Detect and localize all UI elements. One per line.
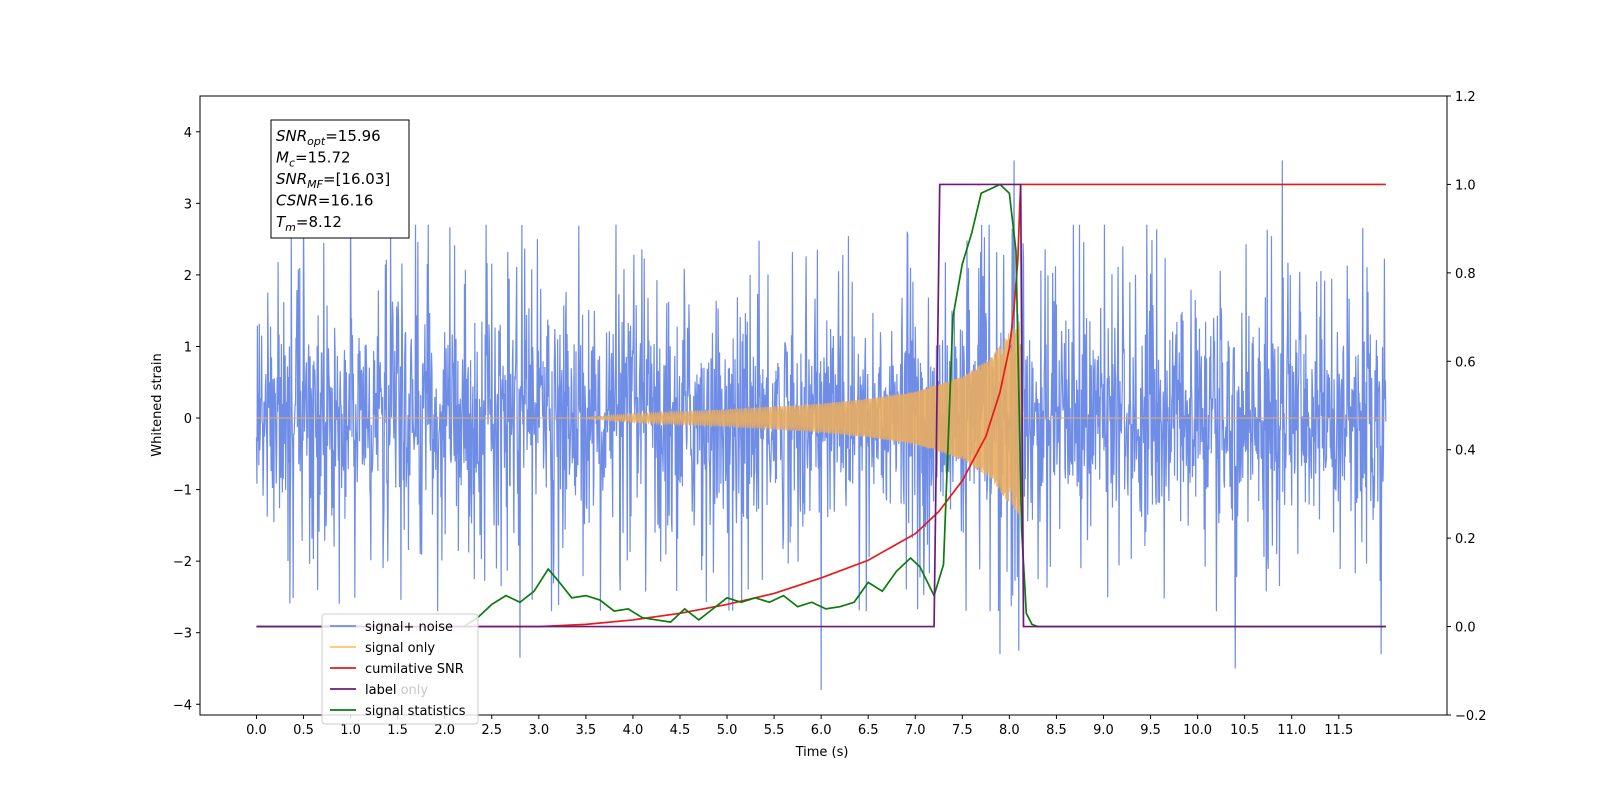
legend-label: signal statistics [365,704,466,719]
stats-line: SNRopt=15.96 [276,127,381,148]
y-axis-label: Whitened strain [150,353,165,456]
x-tick-label: 10.0 [1183,723,1212,738]
y2-tick-label: 0.6 [1455,355,1476,370]
ghost-legend-text: label only [365,683,428,698]
legend: signal only label only signal+ noise signal… [321,613,479,725]
series-signal-noise-line [255,160,1387,690]
stats-line: SNRMF=[16.03] [276,170,390,191]
series-signal-only-line [256,321,1386,515]
legend-label: cumilative SNR [365,662,464,677]
stats-box-frame [270,119,410,239]
legend-label: signal+ noise [365,620,453,635]
x-tick-label: 5.5 [764,723,785,738]
x-tick-label: 7.5 [952,723,973,738]
stats-annotation-box: SNRopt=15.96Mc=15.72SNRMF=[16.03]CSNR=16… [270,119,410,239]
series-cumilative-snr-line [256,183,1386,628]
y-tick-label: −2 [173,555,192,570]
stats-line: Mc=15.72 [276,149,351,170]
x-tick-label: 11.0 [1277,723,1306,738]
x-tick-label: 0.5 [293,723,314,738]
x-tick-label: 9.5 [1140,723,1161,738]
x-tick-label: 1.5 [387,723,408,738]
y2-tick-label: 0.2 [1455,532,1476,547]
legend-label: signal only [365,641,435,656]
x-tick-label: 0.0 [246,723,267,738]
x-tick-label: 2.5 [481,723,502,738]
y2-tick-label: 0.8 [1455,267,1476,282]
legend-label: label [365,683,396,698]
y2-tick-label: 0.4 [1455,444,1476,459]
series-label-line [256,183,1386,628]
series-layer [255,160,1387,690]
x-tick-label: 8.0 [999,723,1020,738]
x-axis-label: Time (s) [795,745,849,760]
x-tick-label: 10.5 [1230,723,1259,738]
x-tick-label: 9.0 [1093,723,1114,738]
legend-frame [321,613,479,725]
stats-line: CSNR=16.16 [276,192,373,210]
y-tick-label: 3 [184,197,192,212]
x-tick-label: 7.0 [905,723,926,738]
y-tick-label: −1 [173,484,192,499]
x-tick-label: 6.5 [858,723,879,738]
y-tick-label: 2 [184,269,192,284]
y-tick-label: 0 [184,412,192,427]
plot-frame [199,95,1448,716]
y-tick-label: 4 [184,126,192,141]
y2-tick-label: 1.0 [1455,178,1476,193]
x-axis: 0.0 0.5 1.0 1.5 2.0 2.5 3.0 3.5 4.0 4.5 5.0 5.5 6.0 6… [246,715,1353,738]
stats-line: Tm=8.12 [276,213,342,234]
x-tick-label: 5.0 [717,723,738,738]
y2-tick-label: −0.2 [1455,709,1487,724]
x-tick-label: 11.5 [1324,723,1353,738]
x-tick-label: 8.5 [1046,723,1067,738]
series-signal-statistics-line [256,183,1386,628]
y-tick-label: 1 [184,340,192,355]
y-axis-left: −4 −3 −2 −1 0 1 2 3 4 [173,126,200,713]
x-tick-label: 3.0 [528,723,549,738]
y-axis-right: −0.2 0.0 0.2 0.4 0.6 0.8 1.0 1.2 [1447,90,1487,724]
x-tick-label: 6.0 [811,723,832,738]
y-tick-label: −3 [173,627,192,642]
x-tick-label: 4.5 [670,723,691,738]
y-tick-label: −4 [173,698,192,713]
x-tick-label: 2.0 [434,723,455,738]
x-tick-label: 3.5 [576,723,597,738]
y2-tick-label: 0.0 [1455,621,1476,636]
x-tick-label: 1.0 [340,723,361,738]
y2-tick-label: 1.2 [1455,90,1476,105]
x-tick-label: 4.0 [623,723,644,738]
